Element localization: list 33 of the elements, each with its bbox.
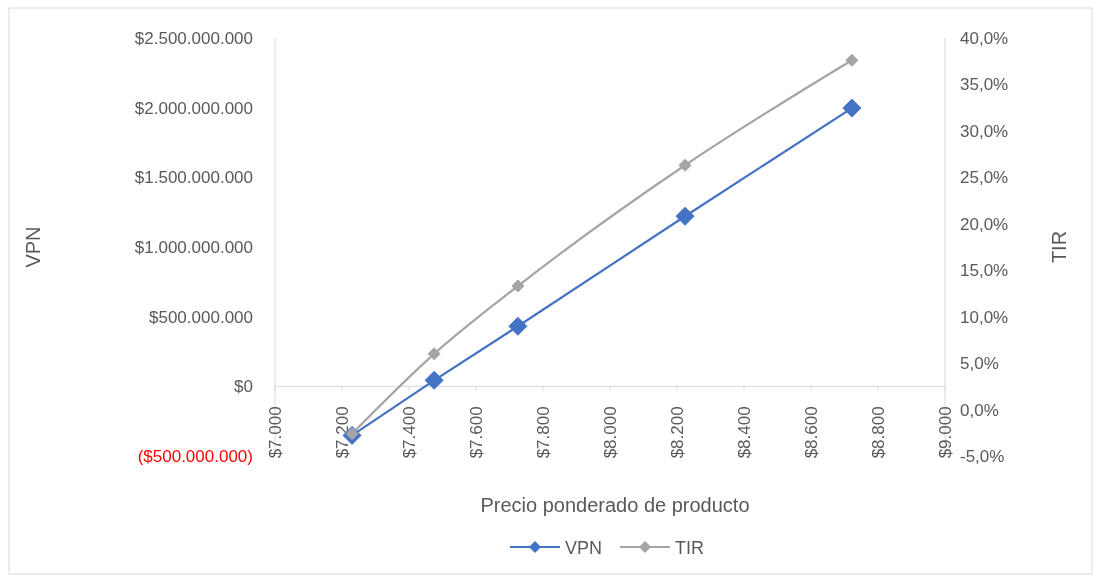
- x-tick-label: $8.400: [735, 406, 754, 459]
- y2-tick-label: 5,0%: [960, 354, 999, 374]
- y-tick-label: $500.000.000: [149, 307, 253, 327]
- x-tick-label: $8.600: [802, 406, 821, 459]
- x-tick-label: $8.000: [601, 406, 620, 459]
- y-axis-title: VPN: [22, 226, 44, 268]
- x-tick-label: $8.800: [869, 406, 888, 459]
- legend-label: VPN: [565, 538, 603, 558]
- y-tick-label: $0: [234, 377, 253, 397]
- x-axis-title: Precio ponderado de producto: [480, 494, 750, 516]
- y2-tick-label: 0,0%: [960, 400, 999, 420]
- x-tick-label: $9.000: [936, 406, 955, 459]
- y2-tick-label: 25,0%: [960, 168, 1009, 188]
- y-tick-label: $1.000.000.000: [134, 238, 253, 257]
- x-tick-label: $8.200: [668, 406, 687, 459]
- legend-label: TIR: [675, 538, 704, 558]
- y2-tick-label: 20,0%: [960, 214, 1009, 234]
- x-tick-label: $7.400: [400, 406, 419, 459]
- y2-tick-label: 40,0%: [960, 29, 1009, 48]
- y2-tick-label: 35,0%: [960, 75, 1009, 95]
- x-tick-label: $7.600: [467, 406, 486, 459]
- x-tick-label: $7.000: [266, 406, 285, 459]
- y-tick-label: ($500.000.000): [137, 447, 253, 466]
- y2-tick-label: 15,0%: [960, 261, 1009, 281]
- y-tick-label: $2.000.000.000: [134, 98, 253, 118]
- y2-tick-label: 30,0%: [960, 121, 1009, 141]
- y2-tick-label: 10,0%: [960, 307, 1009, 327]
- y2-tick-label: -5,0%: [960, 447, 1005, 466]
- y2-axis-title: TIR: [1048, 230, 1070, 264]
- y-tick-label: $2.500.000.000: [134, 29, 253, 48]
- y-tick-label: $1.500.000.000: [134, 168, 253, 188]
- x-tick-label: $7.200: [333, 406, 352, 459]
- x-tick-label: $7.800: [534, 406, 553, 459]
